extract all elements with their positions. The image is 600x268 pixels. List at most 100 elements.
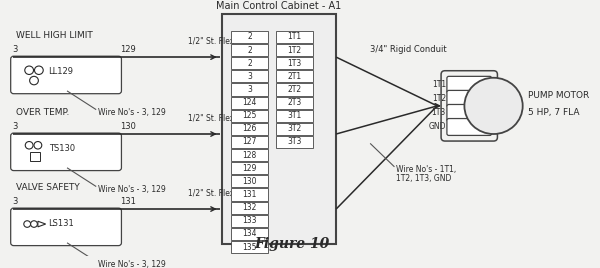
- Text: 1T2, 1T3, GND: 1T2, 1T3, GND: [397, 174, 452, 183]
- Bar: [276, 110, 313, 122]
- FancyBboxPatch shape: [447, 118, 491, 135]
- Text: 1T1: 1T1: [432, 80, 446, 89]
- Circle shape: [34, 142, 42, 149]
- Text: 131: 131: [242, 190, 257, 199]
- Text: 1T2: 1T2: [432, 94, 446, 103]
- Text: 126: 126: [242, 124, 257, 133]
- Text: 3: 3: [247, 72, 252, 81]
- Text: LL129: LL129: [49, 67, 74, 76]
- Polygon shape: [38, 221, 46, 227]
- Text: 1/2" St. Flex: 1/2" St. Flex: [188, 37, 235, 46]
- Text: T: T: [33, 153, 37, 159]
- Text: 3T2: 3T2: [287, 124, 302, 133]
- Bar: [231, 175, 268, 188]
- Circle shape: [29, 76, 38, 85]
- Circle shape: [25, 66, 34, 75]
- Bar: [276, 70, 313, 83]
- Text: GND: GND: [461, 122, 478, 132]
- Text: 127: 127: [242, 137, 257, 147]
- Bar: [30, 152, 40, 161]
- Circle shape: [464, 78, 523, 134]
- Text: Wire No's - 3, 129: Wire No's - 3, 129: [98, 108, 166, 117]
- Text: Figure 10: Figure 10: [254, 237, 329, 251]
- Text: 2: 2: [247, 46, 252, 55]
- Text: 3: 3: [13, 122, 18, 131]
- Circle shape: [24, 221, 31, 227]
- Circle shape: [31, 221, 37, 227]
- Bar: [276, 96, 313, 109]
- Bar: [231, 123, 268, 135]
- FancyBboxPatch shape: [11, 208, 121, 245]
- Text: 129: 129: [242, 164, 257, 173]
- Text: GND: GND: [428, 122, 446, 132]
- Text: Wire No's - 1T1,: Wire No's - 1T1,: [397, 165, 457, 174]
- Text: 133: 133: [242, 216, 257, 225]
- Text: MTR1: MTR1: [477, 101, 510, 111]
- Circle shape: [34, 66, 43, 75]
- Bar: [231, 44, 268, 56]
- Text: 1T2: 1T2: [462, 94, 476, 103]
- Bar: [276, 44, 313, 56]
- Bar: [276, 31, 313, 43]
- Text: 3T1: 3T1: [287, 111, 302, 120]
- Text: 1/2" St. Flex: 1/2" St. Flex: [188, 114, 235, 123]
- Bar: [231, 70, 268, 83]
- Bar: [221, 14, 336, 244]
- Text: 125: 125: [242, 111, 257, 120]
- Bar: [276, 83, 313, 96]
- Text: PUMP MOTOR: PUMP MOTOR: [527, 91, 589, 100]
- Bar: [231, 188, 268, 200]
- FancyBboxPatch shape: [11, 133, 121, 171]
- Text: 1T1: 1T1: [287, 32, 301, 42]
- Text: 1/2" St. Flex: 1/2" St. Flex: [188, 189, 235, 198]
- Bar: [231, 228, 268, 240]
- Circle shape: [25, 142, 33, 149]
- FancyBboxPatch shape: [447, 90, 491, 107]
- Text: 135: 135: [242, 243, 257, 251]
- Text: Main Control Cabinet - A1: Main Control Cabinet - A1: [216, 1, 341, 11]
- Text: LS131: LS131: [49, 219, 74, 228]
- Bar: [276, 123, 313, 135]
- Bar: [231, 31, 268, 43]
- FancyBboxPatch shape: [11, 56, 121, 94]
- Text: 2T1: 2T1: [287, 72, 301, 81]
- Bar: [231, 241, 268, 253]
- Text: 5 HP, 7 FLA: 5 HP, 7 FLA: [527, 108, 579, 117]
- Text: TS130: TS130: [49, 144, 75, 152]
- Text: 134: 134: [242, 229, 257, 238]
- Text: 131: 131: [121, 197, 136, 206]
- Text: 3/4" Rigid Conduit: 3/4" Rigid Conduit: [370, 45, 447, 54]
- Bar: [231, 215, 268, 227]
- Text: 124: 124: [242, 98, 257, 107]
- Bar: [231, 202, 268, 214]
- Text: Wire No's - 3, 129: Wire No's - 3, 129: [98, 185, 166, 194]
- Bar: [231, 149, 268, 161]
- Bar: [276, 136, 313, 148]
- Text: 3T3: 3T3: [287, 137, 302, 147]
- Text: OVER TEMP.: OVER TEMP.: [16, 108, 69, 117]
- Text: 3: 3: [13, 45, 18, 54]
- Text: 1T1: 1T1: [462, 80, 476, 89]
- Text: 130: 130: [121, 122, 136, 131]
- Text: 2T2: 2T2: [287, 85, 301, 94]
- FancyBboxPatch shape: [447, 76, 491, 93]
- Text: 129: 129: [121, 45, 136, 54]
- Bar: [231, 162, 268, 174]
- Bar: [231, 96, 268, 109]
- Bar: [231, 57, 268, 69]
- Text: 128: 128: [242, 151, 257, 160]
- Text: Wire No's - 3, 129: Wire No's - 3, 129: [98, 260, 166, 268]
- FancyBboxPatch shape: [447, 105, 491, 121]
- Text: 130: 130: [242, 177, 257, 186]
- Text: 1T2: 1T2: [287, 46, 301, 55]
- Text: 132: 132: [242, 203, 257, 212]
- Text: 2T3: 2T3: [287, 98, 302, 107]
- Text: 1T3: 1T3: [462, 109, 476, 117]
- Bar: [276, 57, 313, 69]
- Text: 1T3: 1T3: [287, 59, 302, 68]
- Text: 3: 3: [13, 197, 18, 206]
- Text: WELL HIGH LIMIT: WELL HIGH LIMIT: [16, 31, 92, 40]
- Text: 1T3: 1T3: [431, 109, 446, 117]
- Text: 3: 3: [247, 85, 252, 94]
- Bar: [231, 110, 268, 122]
